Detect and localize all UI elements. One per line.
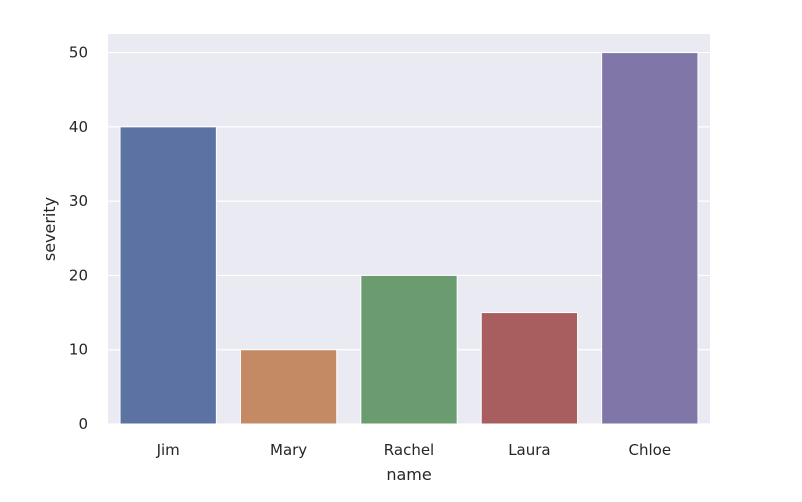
y-tick-label: 50 [69,44,88,62]
bar-chloe [601,52,699,425]
y-tick-label: 40 [69,118,88,136]
x-tick-label: Mary [270,441,307,459]
y-tick-label: 0 [78,415,88,433]
bars [119,52,699,425]
y-tick-label: 30 [69,192,88,210]
x-tick-label: Jim [156,441,180,459]
bar-jim [119,126,217,425]
x-tick-label: Laura [508,441,550,459]
bar-mary [239,349,338,425]
y-tick-label: 10 [69,341,88,359]
x-axis-label: name [386,465,431,484]
y-axis-label: severity [40,197,59,261]
y-tick-labels: 0 10 20 30 40 50 [69,44,88,433]
bar-rachel [360,274,458,425]
x-tick-label: Rachel [384,441,434,459]
x-tick-label: Chloe [629,441,672,459]
bar-laura [480,312,579,425]
y-tick-label: 20 [69,266,88,284]
x-tick-labels: Jim Mary Rachel Laura Chloe [156,441,671,459]
